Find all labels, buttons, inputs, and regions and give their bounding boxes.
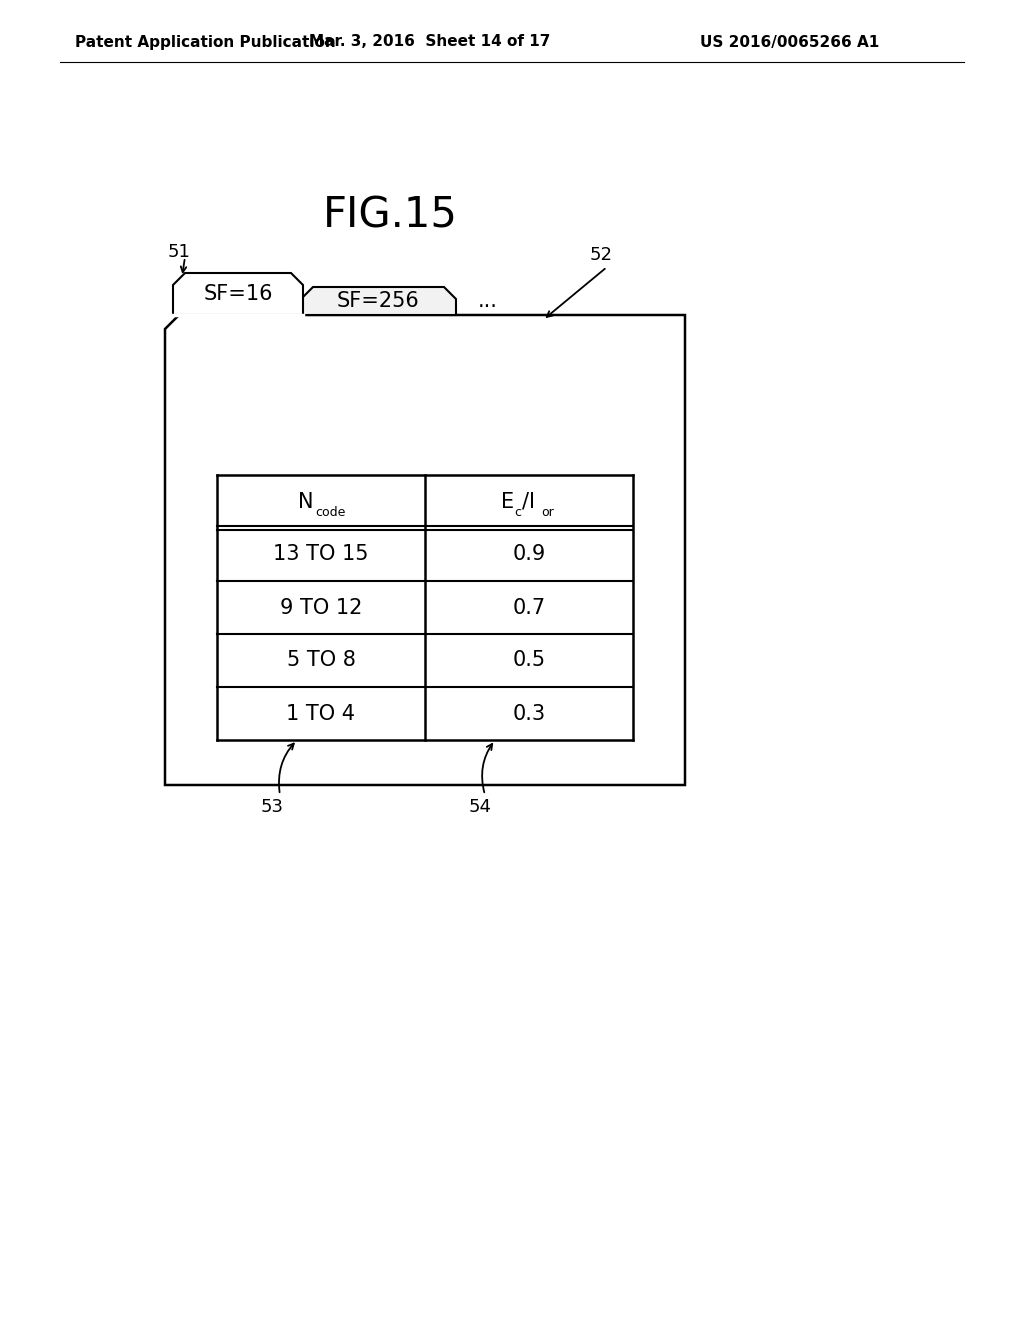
Text: 0.3: 0.3 <box>512 704 546 723</box>
Text: Patent Application Publication: Patent Application Publication <box>75 34 336 49</box>
Text: 51: 51 <box>168 243 190 261</box>
Text: 9 TO 12: 9 TO 12 <box>280 598 362 618</box>
Text: 13 TO 15: 13 TO 15 <box>273 544 369 565</box>
Polygon shape <box>165 315 685 785</box>
Text: or: or <box>541 507 554 520</box>
Text: /I: /I <box>522 491 535 511</box>
Text: US 2016/0065266 A1: US 2016/0065266 A1 <box>700 34 880 49</box>
Polygon shape <box>301 286 456 315</box>
Text: 52: 52 <box>590 246 613 264</box>
Text: 5 TO 8: 5 TO 8 <box>287 651 355 671</box>
Text: 53: 53 <box>260 799 284 816</box>
Text: E: E <box>501 491 514 511</box>
Text: N: N <box>298 491 313 511</box>
Text: 1 TO 4: 1 TO 4 <box>287 704 355 723</box>
Text: 0.9: 0.9 <box>512 544 546 565</box>
Text: 0.7: 0.7 <box>512 598 546 618</box>
Text: 54: 54 <box>469 799 492 816</box>
Text: ...: ... <box>478 290 498 312</box>
Text: code: code <box>315 507 345 520</box>
Text: c: c <box>514 507 521 520</box>
Text: SF=16: SF=16 <box>203 284 272 304</box>
Text: 0.5: 0.5 <box>512 651 546 671</box>
Text: SF=256: SF=256 <box>337 290 420 312</box>
Text: Mar. 3, 2016  Sheet 14 of 17: Mar. 3, 2016 Sheet 14 of 17 <box>309 34 551 49</box>
Text: FIG.15: FIG.15 <box>323 194 458 236</box>
Polygon shape <box>173 273 303 315</box>
